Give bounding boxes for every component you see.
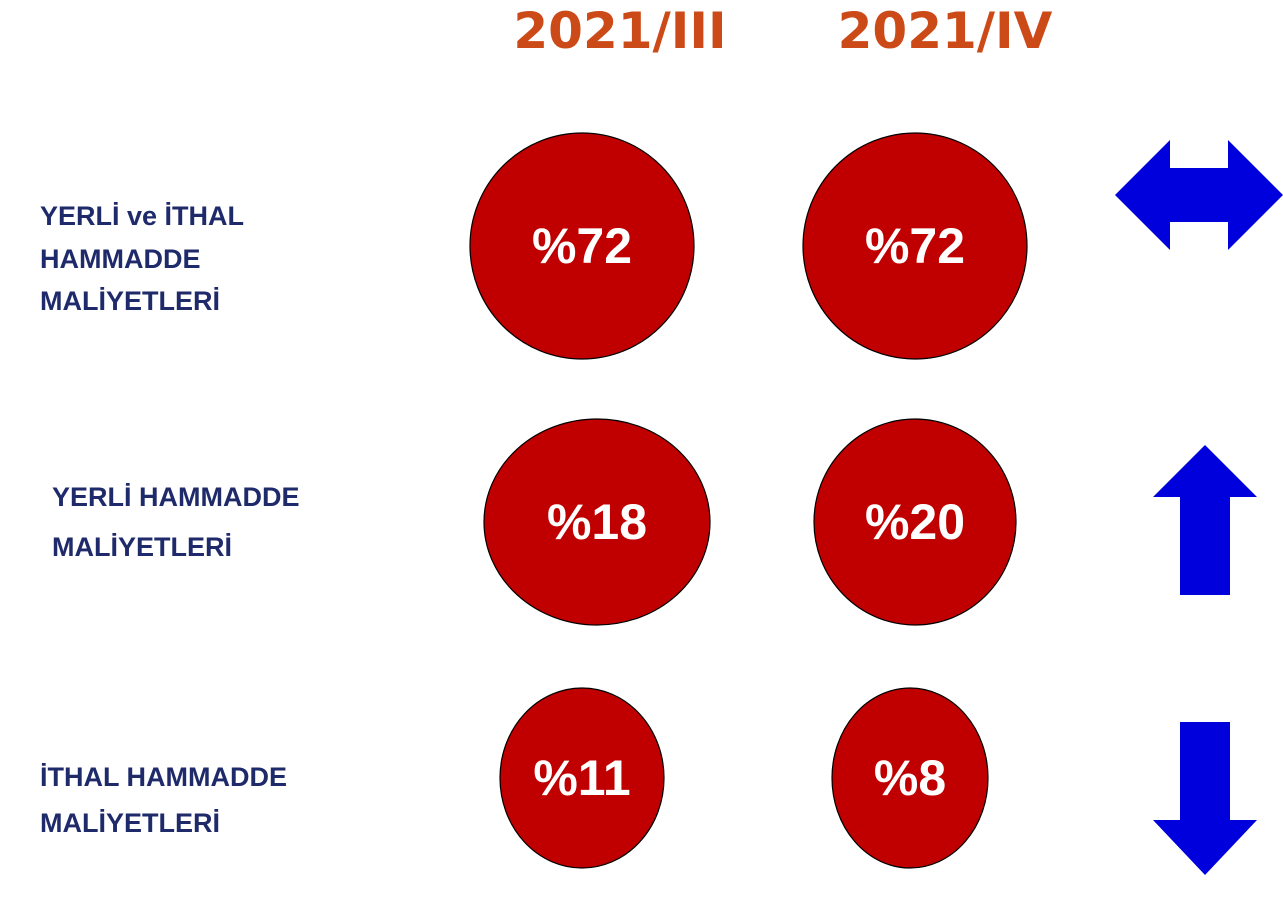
- value-circle: [469, 132, 695, 360]
- value-label: %20: [865, 494, 965, 550]
- value-label: %72: [865, 218, 965, 274]
- column-header: 2021/III: [513, 2, 726, 60]
- double-arrow: [1115, 140, 1283, 250]
- value-circle: [499, 687, 665, 869]
- value-label: %11: [533, 750, 630, 806]
- row-label: YERLİ HAMMADDE: [52, 482, 300, 512]
- value-circle: [831, 687, 989, 869]
- value-circle: [813, 418, 1017, 626]
- row-label: MALİYETLERİ: [52, 532, 232, 562]
- row-label: MALİYETLERİ: [40, 286, 220, 316]
- value-label: %72: [532, 218, 632, 274]
- value-circle: [483, 418, 711, 626]
- down-arrow: [1153, 722, 1257, 875]
- column-header: 2021/IV: [838, 2, 1053, 60]
- row-label: İTHAL HAMMADDE: [40, 762, 287, 792]
- row-label: HAMMADDE: [40, 244, 200, 274]
- row-label: MALİYETLERİ: [40, 808, 220, 838]
- row-label: YERLİ ve İTHAL: [40, 201, 244, 231]
- value-label: %18: [547, 494, 647, 550]
- value-label: %8: [874, 750, 946, 806]
- value-circle: [802, 132, 1028, 360]
- up-arrow: [1153, 445, 1257, 595]
